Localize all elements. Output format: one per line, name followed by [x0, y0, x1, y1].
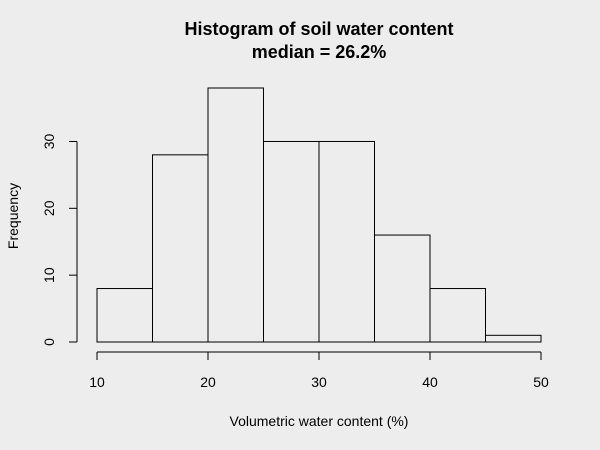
x-tick-label-10: 10 [89, 374, 105, 390]
x-axis: 10 20 30 40 50 [89, 351, 549, 390]
y-axis-label: Frequency [5, 183, 21, 249]
y-axis: 0 10 20 30 [41, 133, 78, 346]
histogram-bar-2 [207, 87, 264, 343]
chart-title: Histogram of soil water content [184, 19, 453, 39]
histogram-bar-1 [152, 154, 209, 343]
x-tick-label-50: 50 [533, 374, 549, 390]
x-tick-label-20: 20 [200, 374, 216, 390]
histogram-bar-4 [318, 140, 375, 343]
y-tick-label-20: 20 [41, 200, 57, 216]
x-axis-label: Volumetric water content (%) [230, 413, 409, 429]
histogram-bar-7 [485, 334, 542, 343]
x-tick-label-30: 30 [311, 374, 327, 390]
x-tick-label-40: 40 [422, 374, 438, 390]
histogram-bars [96, 87, 542, 343]
histogram-bar-6 [429, 288, 486, 343]
y-tick-label-10: 10 [41, 267, 57, 283]
histogram-bar-0 [96, 288, 153, 343]
histogram-bar-5 [374, 234, 431, 343]
y-tick-label-30: 30 [41, 133, 57, 149]
y-tick-label-0: 0 [41, 338, 57, 346]
chart-subtitle: median = 26.2% [252, 42, 387, 62]
histogram-bar-3 [263, 140, 320, 343]
